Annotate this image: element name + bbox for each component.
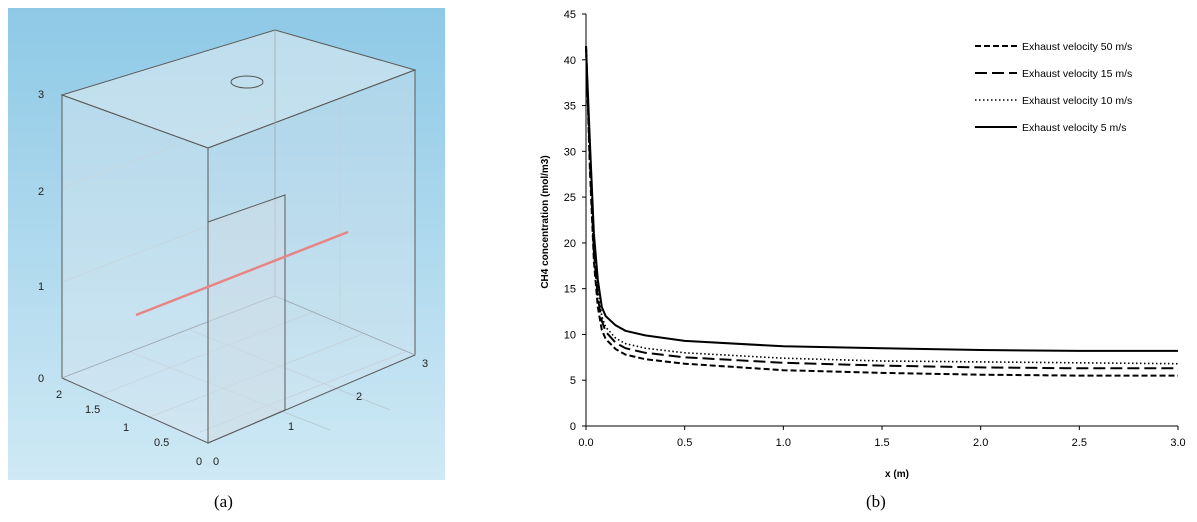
z-tick-label: 3 bbox=[38, 89, 44, 101]
x-tick-label: 2.5 bbox=[1072, 437, 1087, 449]
y-tick-label: 25 bbox=[564, 192, 576, 204]
probe-line bbox=[135, 230, 349, 317]
x-tick-label: 2 bbox=[356, 391, 362, 403]
y-tick-label: 0 bbox=[196, 456, 202, 468]
z-tick-label: 2 bbox=[38, 186, 44, 198]
x-axis-label: x (m) bbox=[885, 469, 909, 480]
y-tick-label: 1.5 bbox=[85, 404, 100, 416]
z-tick-label: 0 bbox=[38, 373, 44, 385]
z-tick-label: 1 bbox=[38, 281, 44, 293]
y-tick-label: 15 bbox=[564, 284, 576, 296]
legend: Exhaust velocity 50 m/s Exhaust velocity … bbox=[975, 41, 1132, 134]
x-tick-label: 1 bbox=[288, 421, 294, 433]
x-tick-label: 2.0 bbox=[973, 437, 988, 449]
y-tick-label: 35 bbox=[564, 101, 576, 113]
y-axis: 0 5 10 15 20 25 30 35 40 45 bbox=[564, 9, 586, 433]
x-axis: 0.0 0.5 1.0 1.5 2.0 2.5 3.0 bbox=[578, 426, 1186, 449]
series-layer bbox=[585, 45, 1179, 377]
y-tick-label: 0 bbox=[570, 421, 576, 433]
caption-b: (b) bbox=[866, 492, 886, 511]
chart-panel: 0 5 10 15 20 25 30 35 40 45 0.0 0.5 1.0 1.5 2.0 2.5 3.0… bbox=[520, 0, 1197, 490]
door-panel bbox=[207, 194, 286, 444]
legend-label: Exhaust velocity 15 m/s bbox=[1022, 68, 1132, 80]
x-tick-label: 0.5 bbox=[677, 437, 692, 449]
x-tick-label: 0 bbox=[213, 456, 219, 468]
y-tick-label: 45 bbox=[564, 9, 576, 21]
concentration-chart: 0 5 10 15 20 25 30 35 40 45 0.0 0.5 1.0 1.5 2.0 2.5 3.0… bbox=[540, 9, 1186, 480]
legend-label: Exhaust velocity 10 m/s bbox=[1022, 95, 1132, 107]
y-tick-label: 0.5 bbox=[154, 437, 169, 449]
y-tick-label: 1 bbox=[123, 422, 129, 434]
legend-label: Exhaust velocity 5 m/s bbox=[1022, 122, 1126, 134]
x-tick-label: 1.5 bbox=[874, 437, 889, 449]
geometry-panel: 3 2 1 0 2 1.5 1 0.5 0 0 1 2 3 bbox=[0, 0, 460, 490]
x-tick-label: 0.0 bbox=[578, 437, 593, 449]
y-tick-label: 2 bbox=[56, 389, 62, 401]
y-tick-label: 20 bbox=[564, 238, 576, 250]
series-line bbox=[585, 45, 1179, 365]
exhaust-opening bbox=[230, 75, 264, 89]
caption-a: (a) bbox=[214, 492, 233, 511]
y-tick-label: 30 bbox=[564, 146, 576, 158]
series-line bbox=[585, 45, 1178, 352]
x-tick-label: 3.0 bbox=[1170, 437, 1185, 449]
y-tick-label: 10 bbox=[564, 329, 576, 341]
y-tick-label: 40 bbox=[564, 55, 576, 67]
x-tick-label: 3 bbox=[422, 358, 428, 370]
legend-label: Exhaust velocity 50 m/s bbox=[1022, 41, 1132, 53]
x-tick-label: 1.0 bbox=[776, 437, 791, 449]
y-axis-label: CH4 concentration (mol/m3) bbox=[540, 155, 551, 288]
geometry-view: 3 2 1 0 2 1.5 1 0.5 0 0 1 2 3 bbox=[8, 8, 445, 480]
y-tick-label: 5 bbox=[570, 375, 576, 387]
